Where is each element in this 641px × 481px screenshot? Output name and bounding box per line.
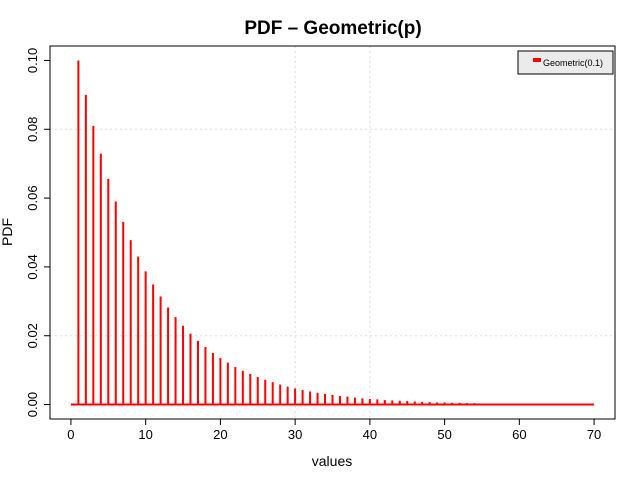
x-tick-label: 30 bbox=[288, 427, 302, 442]
grid-lines bbox=[50, 46, 615, 419]
plot-frame bbox=[49, 45, 616, 420]
legend-entry: Geometric(0.1) bbox=[543, 58, 603, 68]
x-axis-label: values bbox=[312, 453, 352, 469]
y-tick-label: 0.08 bbox=[25, 117, 40, 142]
y-tick-label: 0.06 bbox=[25, 185, 40, 210]
y-tick-label: 0.02 bbox=[25, 323, 40, 348]
x-tick-label: 50 bbox=[437, 427, 451, 442]
y-axis-ticks: 0.00 0.02 0.04 0.06 0.08 0.10 bbox=[25, 48, 50, 417]
legend-swatch bbox=[533, 58, 541, 62]
x-tick-label: 0 bbox=[67, 427, 74, 442]
y-tick-label: 0.04 bbox=[25, 254, 40, 279]
y-tick-label: 0.10 bbox=[25, 48, 40, 73]
x-tick-label: 40 bbox=[363, 427, 377, 442]
x-tick-label: 70 bbox=[587, 427, 601, 442]
x-tick-label: 20 bbox=[213, 427, 227, 442]
y-axis-label: PDF bbox=[0, 218, 15, 246]
legend-box bbox=[517, 50, 614, 75]
chart-title: PDF – Geometric(p) bbox=[244, 18, 421, 39]
x-axis-ticks: 0 10 20 30 40 50 60 70 bbox=[67, 419, 601, 442]
y-tick-label: 0.00 bbox=[25, 392, 40, 417]
bar-series bbox=[70, 60, 595, 406]
legend: Geometric(0.1) bbox=[517, 50, 614, 75]
x-tick-label: 60 bbox=[512, 427, 526, 442]
x-tick-label: 10 bbox=[138, 427, 152, 442]
